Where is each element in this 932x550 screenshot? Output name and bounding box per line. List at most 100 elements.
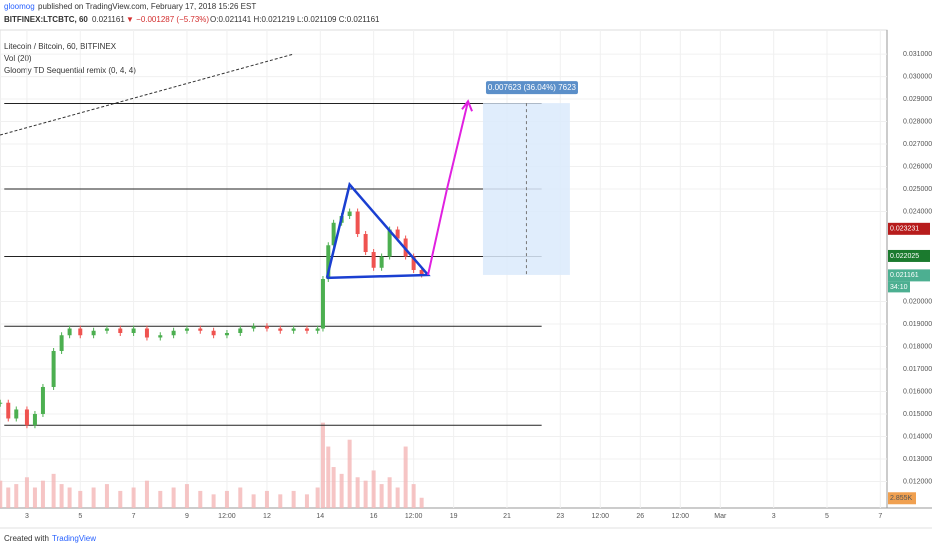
candle [211, 330, 216, 336]
candle [238, 328, 243, 333]
candle [59, 335, 64, 351]
x-tick-label: 12:00 [218, 513, 236, 520]
volume-bar [24, 477, 29, 508]
x-tick-label: 3 [25, 513, 29, 520]
arrow-head [461, 99, 473, 112]
x-tick-label: 3 [772, 513, 776, 520]
volume-bar [131, 487, 136, 508]
candle [67, 328, 72, 336]
x-tick-label: Mar [714, 513, 727, 520]
y-tick-label: 0.018000 [903, 343, 932, 350]
volume-bar [264, 490, 269, 508]
volume-badge [888, 492, 916, 505]
volume-bar [171, 487, 176, 508]
candle [198, 328, 203, 331]
candle [355, 211, 360, 235]
x-tick-label: 16 [370, 513, 378, 520]
volume-bar [158, 490, 163, 508]
arrow [427, 101, 470, 276]
volume-bar [238, 487, 243, 508]
volume-bar [40, 480, 45, 508]
candle [14, 409, 19, 419]
volume-bar [6, 487, 11, 508]
volume-bar [224, 490, 229, 508]
candle [171, 330, 176, 336]
price-badge-label: 0.023231 [890, 226, 919, 233]
x-tick-label: 5 [78, 513, 82, 520]
y-tick-label: 0.013000 [903, 456, 932, 463]
candle [144, 328, 149, 338]
candle [411, 256, 416, 271]
footer-brand[interactable]: TradingView [52, 534, 96, 543]
y-tick-label: 0.024000 [903, 208, 932, 215]
volume-bar [331, 467, 336, 508]
measure-label-bg [485, 81, 578, 95]
y-tick-label: 0.019000 [903, 321, 932, 328]
footer-created: Created with [4, 534, 49, 543]
volume-bar [78, 490, 83, 508]
candle [158, 335, 163, 338]
volume-bar [198, 490, 203, 508]
measure-label: 0.007623 (36.04%) 7623 [488, 83, 577, 92]
candle [118, 328, 123, 333]
candle [419, 270, 424, 275]
legend-item: Gloomy TD Sequential remix (0, 4, 4) [4, 66, 136, 75]
y-tick-label: 0.027000 [903, 141, 932, 148]
triangle [325, 181, 431, 280]
y-tick-label: 0.028000 [903, 118, 932, 125]
candle [387, 229, 392, 257]
candle [24, 409, 29, 426]
volume-bar [403, 446, 408, 508]
y-tick-label: 0.020000 [903, 298, 932, 305]
y-tick-label: 0.031000 [903, 51, 932, 58]
x-tick-label: 12:00 [405, 513, 423, 520]
volume-bar [104, 484, 109, 508]
x-tick-label: 7 [132, 513, 136, 520]
candle [0, 402, 3, 404]
candle [326, 245, 331, 280]
x-tick-label: 5 [825, 513, 829, 520]
volume-bar [363, 480, 368, 508]
x-tick-label: 19 [450, 513, 458, 520]
price-badge [888, 269, 930, 282]
candle [91, 330, 96, 336]
y-tick-label: 0.012000 [903, 478, 932, 485]
volume-bar [211, 494, 216, 508]
author[interactable]: gloomog [4, 2, 35, 11]
y-tick-label: 0.026000 [903, 163, 932, 170]
volume-badge-label: 2.855K [890, 495, 913, 502]
published: published on TradingView.com, February 1… [38, 2, 256, 11]
y-tick-label: 0.030000 [903, 73, 932, 80]
x-tick-label: 7 [878, 513, 882, 520]
symbol: BITFINEX:LTCBTC, 60 [4, 15, 88, 24]
y-tick-label: 0.014000 [903, 433, 932, 440]
volume-bar [419, 497, 424, 508]
x-tick-label: 12:00 [592, 513, 610, 520]
volume-bar [320, 422, 325, 508]
volume-bar [67, 487, 72, 508]
volume-bar [0, 480, 3, 508]
candle [131, 328, 136, 333]
price-badge [888, 249, 930, 262]
x-tick-label: 12:00 [672, 513, 690, 520]
candle [331, 222, 336, 246]
volume-bar [91, 487, 96, 508]
volume-bar [387, 477, 392, 508]
candle [224, 332, 229, 336]
volume-bar [59, 484, 64, 508]
volume-bar [347, 439, 352, 508]
x-tick-label: 21 [503, 513, 511, 520]
candle [379, 256, 384, 268]
volume-bar [291, 490, 296, 508]
legend-item: Vol (20) [4, 54, 32, 63]
x-tick-label: 14 [316, 513, 324, 520]
volume-bar [379, 484, 384, 508]
ohlc: O:0.021141 H:0.021219 L:0.021109 C:0.021… [210, 15, 380, 24]
x-tick-label: 23 [556, 513, 564, 520]
volume-bar [371, 470, 376, 508]
y-tick-label: 0.025000 [903, 186, 932, 193]
candle [291, 328, 296, 331]
candle [363, 234, 368, 253]
volume-bar [184, 484, 189, 508]
